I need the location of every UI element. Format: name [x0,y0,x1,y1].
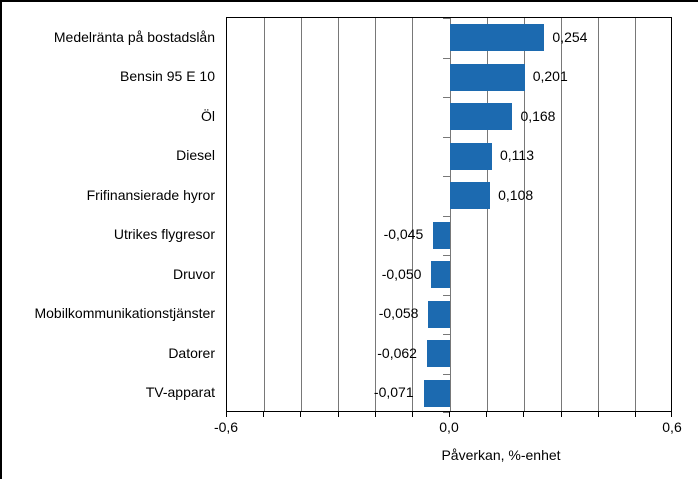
category-label: Mobilkommunikationstjänster [34,305,215,322]
gridline [635,18,637,411]
gridline [598,18,600,411]
gridline [412,18,414,411]
bar-value-label: 0,113 [499,147,534,164]
bar [450,103,513,131]
plot-area [226,17,672,413]
gridline [263,18,265,411]
gridline [300,18,302,411]
category-label: Öl [201,107,215,124]
category-axis-tick [443,295,450,296]
bar [433,221,450,249]
gridline [449,18,451,411]
bar-value-label: -0,050 [381,265,422,282]
x-axis-tick [671,412,672,417]
bar-value-label: 0,168 [520,107,556,124]
x-axis-tick [597,412,599,417]
gridline [523,18,525,411]
x-axis-tick [374,412,376,417]
category-label: Datorer [168,344,215,361]
bar [450,24,545,52]
x-tick-label: 0,6 [662,419,682,435]
x-axis-tick [634,412,636,417]
x-axis-tick [560,412,562,417]
bar [426,340,450,368]
category-label: Frifinansierade hyror [86,186,215,203]
x-axis-tick [226,412,227,417]
category-axis-tick [443,412,450,413]
bar [428,300,450,328]
x-axis-tick [263,412,265,417]
bar-value-label: -0,062 [377,344,417,361]
category-axis-tick [443,255,450,256]
bar [450,142,492,170]
category-axis-tick [443,176,450,177]
x-tick-label: -0,6 [213,419,239,435]
category-axis-tick [443,137,450,138]
x-axis-tick [449,412,450,417]
category-axis-tick [443,58,450,59]
x-tick-label: 0,0 [439,419,459,435]
bar-value-label: 0,254 [552,28,588,45]
category-label: Druvor [172,265,215,282]
category-axis-tick [443,18,450,19]
gridline [486,18,488,411]
category-label: Medelränta på bostadslån [53,28,215,45]
category-label: Utrikes flygresor [113,226,215,243]
x-axis-tick [411,412,413,417]
x-axis-tick [523,412,525,417]
x-axis-title: Påverkan, %-enhet [441,447,561,463]
bar-value-label: -0,071 [373,384,414,401]
category-axis-tick [443,374,450,375]
x-axis-tick [337,412,339,417]
category-axis-tick [443,97,450,98]
gridline [338,18,339,411]
bar [423,379,450,407]
category-label: Diesel [176,147,215,164]
bar [431,261,450,289]
bar [450,63,525,91]
category-label: TV-apparat [145,384,215,401]
bar-value-label: 0,108 [498,186,534,203]
image-border-left [0,0,2,479]
category-label: Bensin 95 E 10 [120,68,215,85]
bar [450,182,491,210]
bar-value-label: 0,201 [532,68,568,85]
category-axis-tick [443,334,450,335]
x-axis-tick [486,412,488,417]
gridline [561,18,562,411]
x-axis-tick [300,412,302,417]
bar-value-label: -0,045 [383,226,424,243]
bar-value-label: -0,058 [378,305,419,322]
category-axis-tick [443,216,450,217]
gridline [375,18,377,411]
image-border-top [0,0,698,2]
